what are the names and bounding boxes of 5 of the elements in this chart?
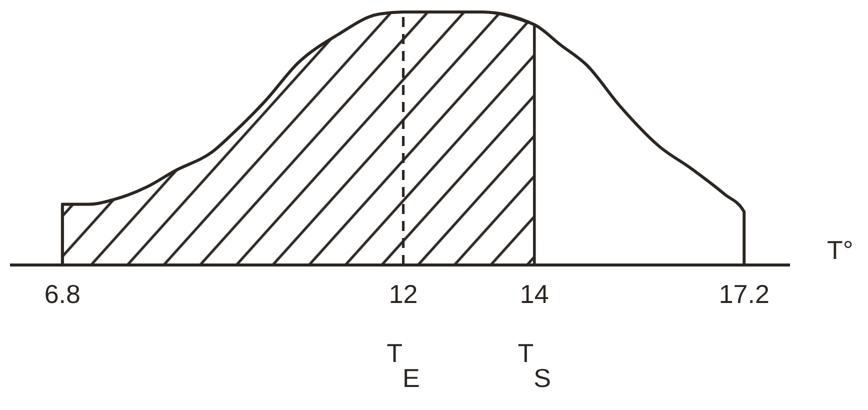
x-tick-label: 17.2 <box>718 279 770 309</box>
x-tick-label: 12 <box>388 279 418 309</box>
x-tick-label: 6.8 <box>44 279 81 309</box>
x-tick-label: 14 <box>520 279 549 309</box>
x-axis-title: T° <box>827 235 854 265</box>
